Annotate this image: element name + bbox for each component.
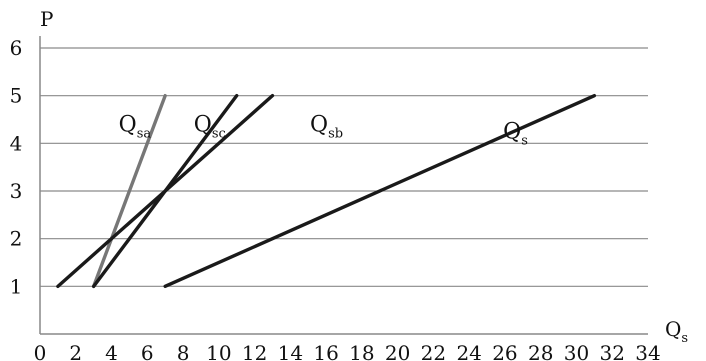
x-tick-label: 24 bbox=[456, 341, 481, 361]
y-tick-label: 5 bbox=[10, 84, 23, 108]
y-tick-labels: 1 2 3 4 5 6 bbox=[10, 36, 23, 298]
series-label-qsb: Qsb bbox=[310, 112, 343, 141]
series-labels: Qsa Qsc Qsb Qs bbox=[119, 112, 528, 148]
y-tick-label: 2 bbox=[10, 227, 23, 251]
x-tick-label: 4 bbox=[105, 341, 118, 361]
series-label-qsc: Qsc bbox=[194, 112, 226, 141]
series-line-qs bbox=[163, 93, 597, 289]
y-axis-title: P bbox=[40, 7, 53, 31]
grid-lines bbox=[40, 47, 648, 287]
x-tick-label: 28 bbox=[528, 341, 553, 361]
x-tick-label: 30 bbox=[564, 341, 589, 361]
x-tick-label: 0 bbox=[34, 341, 47, 361]
x-axis-title-sub: s bbox=[681, 331, 688, 346]
y-tick-label: 4 bbox=[10, 131, 23, 155]
x-tick-label: 6 bbox=[141, 341, 154, 361]
y-tick-label: 1 bbox=[10, 274, 23, 298]
x-axis-title: Qs bbox=[665, 317, 688, 346]
y-tick-label: 6 bbox=[10, 36, 23, 60]
x-tick-label: 18 bbox=[349, 341, 374, 361]
x-tick-label: 2 bbox=[69, 341, 82, 361]
x-tick-label: 16 bbox=[313, 341, 338, 361]
series-line-qsa bbox=[91, 93, 167, 289]
x-tick-label: 26 bbox=[492, 341, 517, 361]
series-label-qs: Qs bbox=[503, 120, 528, 149]
series-line-qsb bbox=[56, 93, 275, 289]
x-tick-label: 22 bbox=[421, 341, 446, 361]
x-tick-label: 34 bbox=[635, 341, 660, 361]
x-tick-label: 10 bbox=[206, 341, 231, 361]
x-axis-title-main: Q bbox=[665, 317, 681, 341]
y-tick-label: 3 bbox=[10, 179, 23, 203]
x-tick-labels: 0 2 4 6 8 10 12 14 16 18 20 22 24 26 28 30 32 34 bbox=[34, 341, 661, 361]
x-tick-label: 12 bbox=[242, 341, 267, 361]
x-tick-label: 20 bbox=[385, 341, 410, 361]
x-tick-label: 32 bbox=[600, 341, 625, 361]
series-label-qsa: Qsa bbox=[119, 112, 152, 141]
x-tick-label: 8 bbox=[177, 341, 190, 361]
series-lines bbox=[56, 93, 597, 289]
x-tick-label: 14 bbox=[278, 341, 303, 361]
